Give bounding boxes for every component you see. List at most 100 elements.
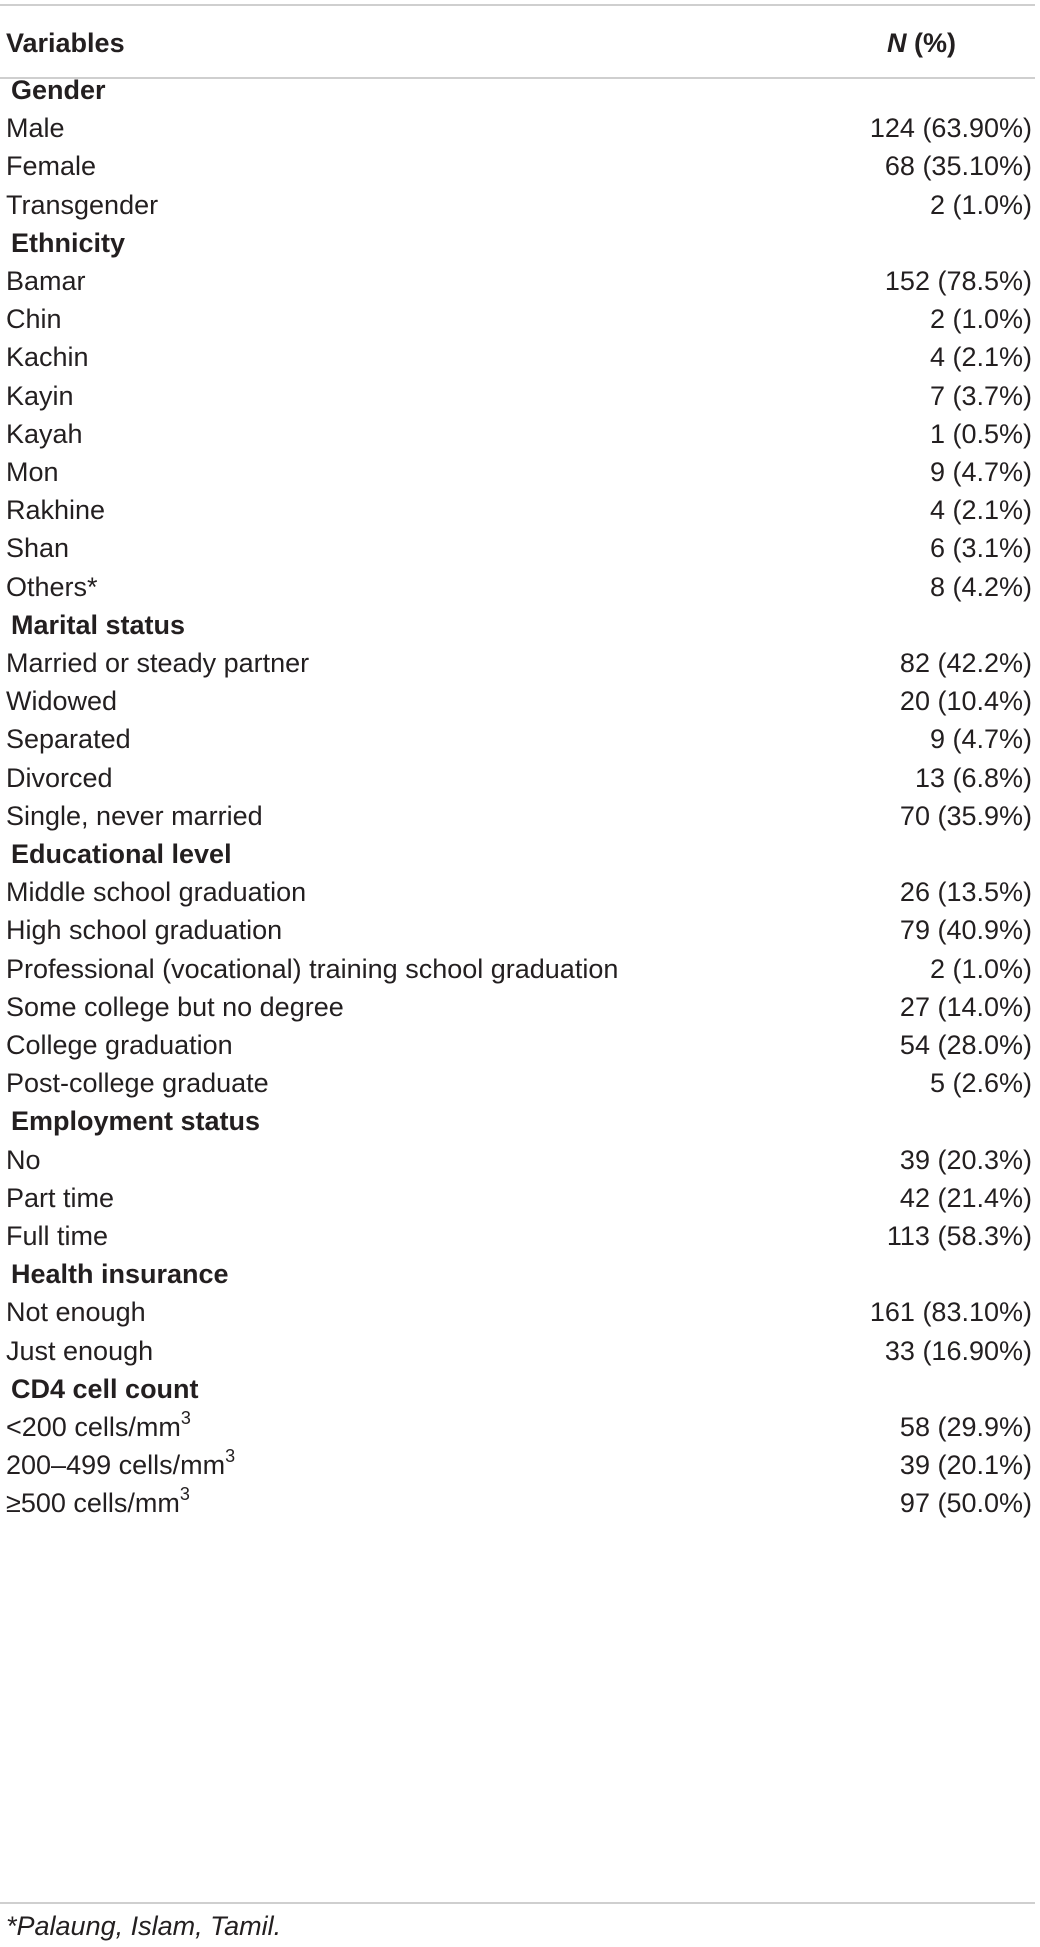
bottom-rule	[0, 1902, 1035, 1904]
row-label: No	[0, 1145, 41, 1176]
table-row: Full time 113 (58.3%)	[0, 1213, 1035, 1260]
row-label-text: Male	[6, 113, 65, 144]
row-value: 7 (3.7%)	[929, 380, 1032, 411]
section-title: Ethnicity	[11, 227, 126, 258]
row-label: Widowed	[0, 686, 117, 717]
row-label-text: Single, never married	[6, 800, 263, 831]
row-label-text: Middle school graduation	[6, 877, 307, 908]
row-value: 9 (4.7%)	[929, 457, 1032, 487]
table-row: Married or steady partner 82 (42.2%)	[0, 640, 1035, 687]
section-heading: Educational level	[0, 831, 1035, 878]
row-label: Part time	[0, 1183, 114, 1214]
header-variables: Variables	[6, 27, 125, 58]
row-label: Separated	[0, 724, 131, 755]
row-value: 13 (6.8%)	[914, 762, 1032, 793]
row-label: Kayin	[0, 381, 74, 412]
table-row: Just enough 33 (16.90%)	[0, 1328, 1035, 1375]
row-label: College graduation	[0, 1030, 233, 1061]
row-value: 152 (78.5%)	[884, 266, 1032, 296]
row-value: 26 (13.5%)	[899, 877, 1032, 908]
table-row: Mon 9 (4.7%)	[0, 449, 1035, 496]
table-row: Professional (vocational) training schoo…	[0, 946, 1035, 993]
row-label: Shan	[0, 533, 69, 564]
footnote: *Palaung, Islam, Tamil.	[6, 1910, 282, 1941]
section-title: Marital status	[11, 609, 186, 640]
row-label: Chin	[0, 304, 62, 335]
row-value: 20 (10.4%)	[899, 686, 1032, 717]
section-title: Gender	[11, 75, 106, 105]
header-n-percent: N (%)	[887, 28, 956, 59]
table-header: Variables N (%)	[0, 12, 1035, 74]
row-label: Kachin	[0, 342, 89, 373]
row-label: High school graduation	[0, 915, 282, 946]
row-label-text: Chin	[6, 304, 62, 335]
row-label: Divorced	[0, 763, 113, 794]
table-row: Female 68 (35.10%)	[0, 143, 1035, 190]
table-row: Transgender 2 (1.0%)	[0, 182, 1035, 229]
table-row: Divorced 13 (6.8%)	[0, 755, 1035, 802]
row-label-superscript: 3	[179, 1484, 190, 1505]
row-value: 113 (58.3%)	[886, 1221, 1032, 1251]
row-label: Kayah	[0, 419, 83, 450]
table-row: Chin 2 (1.0%)	[0, 296, 1035, 343]
row-label-text: Kachin	[6, 342, 89, 373]
table-row: Bamar 152 (78.5%)	[0, 258, 1035, 305]
row-label: Male	[0, 113, 65, 144]
row-value: 9 (4.7%)	[929, 724, 1032, 755]
row-label-text: Full time	[6, 1221, 109, 1251]
header-pct: (%)	[906, 27, 956, 58]
table-row: 200–499 cells/mm3 39 (20.1%)	[0, 1442, 1035, 1489]
row-label-text: ≥500 cells/mm	[6, 1488, 180, 1519]
row-label-text: Kayah	[6, 418, 83, 449]
row-label: Others*	[0, 572, 98, 603]
row-label: Professional (vocational) training schoo…	[0, 954, 618, 985]
row-value: 54 (28.0%)	[899, 1030, 1032, 1060]
row-value: 1 (0.5%)	[929, 418, 1032, 449]
row-value: 5 (2.6%)	[929, 1068, 1032, 1099]
row-value: 79 (40.9%)	[899, 915, 1032, 946]
section-heading: Health insurance	[0, 1251, 1035, 1298]
row-label-superscript: 3	[180, 1408, 191, 1428]
row-value: 58 (29.9%)	[899, 1412, 1032, 1442]
table-row: Kayin 7 (3.7%)	[0, 373, 1035, 420]
row-label: Transgender	[0, 190, 158, 221]
row-value: 39 (20.1%)	[899, 1450, 1032, 1481]
row-label-text: 200–499 cells/mm	[6, 1450, 226, 1481]
section-heading: Ethnicity	[0, 220, 1035, 267]
row-label-text: Others*	[6, 571, 98, 602]
row-value: 124 (63.90%)	[869, 113, 1032, 144]
row-label-text: College graduation	[6, 1030, 233, 1060]
row-value: 33 (16.90%)	[884, 1335, 1032, 1366]
table-row: Part time 42 (21.4%)	[0, 1175, 1035, 1222]
table-row: College graduation 54 (28.0%)	[0, 1022, 1035, 1069]
table-row: Others* 8 (4.2%)	[0, 564, 1035, 611]
table-row: Rakhine 4 (2.1%)	[0, 487, 1035, 534]
row-label-text: Rakhine	[6, 495, 106, 526]
row-label: ≥500 cells/mm3	[0, 1485, 190, 1519]
section-title: CD4 cell count	[11, 1373, 199, 1404]
table-row: Male 124 (63.90%)	[0, 105, 1035, 152]
table-row: Not enough 161 (83.10%)	[0, 1289, 1035, 1336]
row-label-text: Post-college graduate	[6, 1068, 269, 1099]
table-row: Kayah 1 (0.5%)	[0, 411, 1035, 458]
section-heading: Gender	[0, 67, 1035, 114]
row-label: Some college but no degree	[0, 992, 344, 1023]
table-row: Shan 6 (3.1%)	[0, 525, 1035, 572]
row-label: Female	[0, 151, 96, 182]
row-label-text: Just enough	[6, 1335, 154, 1366]
row-label: Middle school graduation	[0, 877, 306, 908]
row-label: Married or steady partner	[0, 648, 309, 679]
table-row: No 39 (20.3%)	[0, 1137, 1035, 1184]
table-row: ≥500 cells/mm3 97 (50.0%)	[0, 1480, 1035, 1527]
table-row: Widowed 20 (10.4%)	[0, 678, 1035, 725]
row-label: Mon	[0, 457, 59, 488]
table-row: Middle school graduation 26 (13.5%)	[0, 869, 1035, 916]
row-label-superscript: 3	[225, 1446, 236, 1467]
row-value: 2 (1.0%)	[929, 189, 1032, 220]
table-row: Some college but no degree 27 (14.0%)	[0, 984, 1035, 1031]
row-label-text: Not enough	[6, 1297, 146, 1328]
row-value: 8 (4.2%)	[929, 571, 1032, 602]
row-value: 4 (2.1%)	[929, 495, 1032, 526]
row-value: 4 (2.1%)	[929, 342, 1032, 373]
row-label: <200 cells/mm3	[0, 1409, 191, 1443]
